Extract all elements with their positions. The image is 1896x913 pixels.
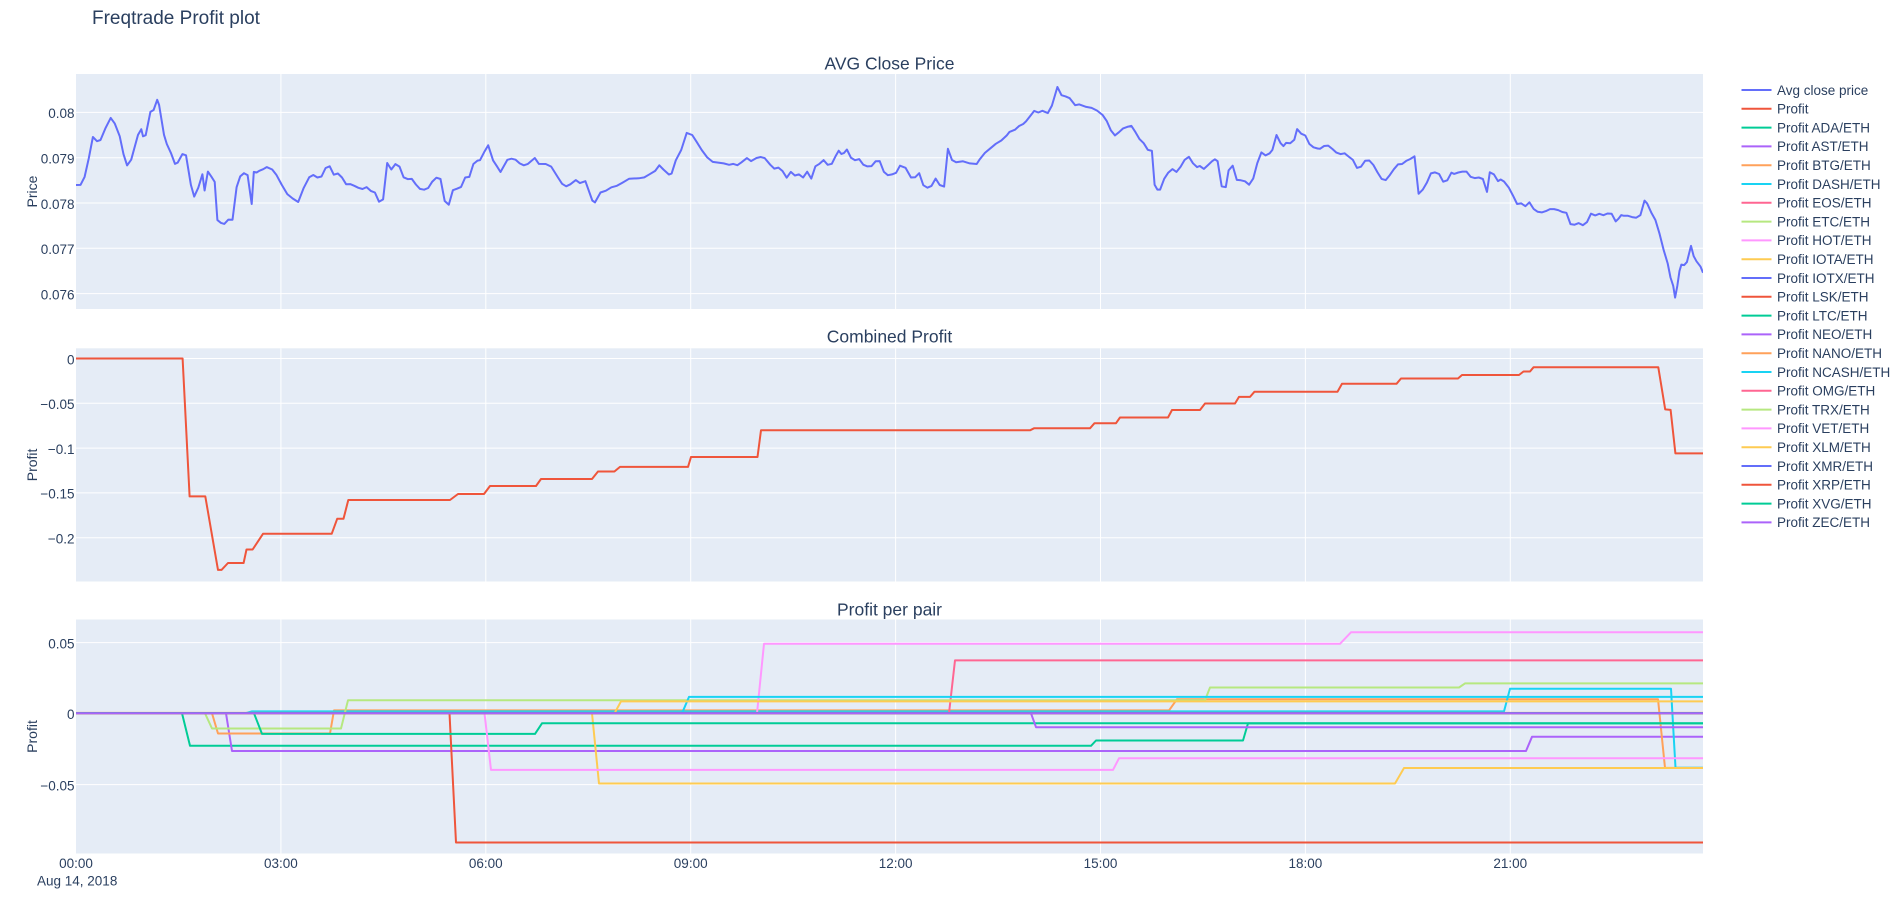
svg-text:Combined Profit: Combined Profit xyxy=(827,326,953,346)
svg-text:Profit XLM/ETH: Profit XLM/ETH xyxy=(1777,440,1871,455)
svg-text:00:00: 00:00 xyxy=(59,856,93,871)
svg-text:Profit EOS/ETH: Profit EOS/ETH xyxy=(1777,196,1872,211)
svg-text:09:00: 09:00 xyxy=(674,856,708,871)
svg-text:Profit AST/ETH: Profit AST/ETH xyxy=(1777,139,1869,154)
svg-text:Profit: Profit xyxy=(24,448,40,481)
svg-text:0.05: 0.05 xyxy=(48,636,74,651)
svg-text:0.076: 0.076 xyxy=(41,287,75,302)
svg-text:−0.1: −0.1 xyxy=(48,442,75,457)
svg-text:0: 0 xyxy=(67,707,75,722)
svg-text:Profit OMG/ETH: Profit OMG/ETH xyxy=(1777,384,1875,399)
svg-text:Aug 14, 2018: Aug 14, 2018 xyxy=(37,874,117,889)
svg-text:Profit HOT/ETH: Profit HOT/ETH xyxy=(1777,233,1872,248)
svg-text:Profit DASH/ETH: Profit DASH/ETH xyxy=(1777,177,1881,192)
svg-text:−0.05: −0.05 xyxy=(40,778,74,793)
svg-text:Profit VET/ETH: Profit VET/ETH xyxy=(1777,421,1869,436)
svg-text:0.079: 0.079 xyxy=(41,152,75,167)
svg-text:12:00: 12:00 xyxy=(879,856,913,871)
svg-text:Profit NANO/ETH: Profit NANO/ETH xyxy=(1777,346,1882,361)
svg-text:Profit: Profit xyxy=(24,720,40,753)
svg-text:Profit: Profit xyxy=(1777,102,1809,117)
svg-text:−0.05: −0.05 xyxy=(40,397,74,412)
svg-text:Profit IOTX/ETH: Profit IOTX/ETH xyxy=(1777,271,1875,286)
svg-text:Profit BTG/ETH: Profit BTG/ETH xyxy=(1777,158,1871,173)
svg-text:AVG Close Price: AVG Close Price xyxy=(825,54,955,74)
svg-text:Profit ZEC/ETH: Profit ZEC/ETH xyxy=(1777,515,1870,530)
svg-text:Profit TRX/ETH: Profit TRX/ETH xyxy=(1777,402,1870,417)
svg-text:Profit NCASH/ETH: Profit NCASH/ETH xyxy=(1777,365,1890,380)
svg-text:Avg close price: Avg close price xyxy=(1777,83,1868,98)
svg-text:Profit XVG/ETH: Profit XVG/ETH xyxy=(1777,496,1872,511)
svg-text:06:00: 06:00 xyxy=(469,856,503,871)
svg-text:0.08: 0.08 xyxy=(48,106,74,121)
svg-text:Profit IOTA/ETH: Profit IOTA/ETH xyxy=(1777,252,1874,267)
svg-text:Profit XMR/ETH: Profit XMR/ETH xyxy=(1777,459,1873,474)
svg-text:Profit ETC/ETH: Profit ETC/ETH xyxy=(1777,214,1870,229)
svg-text:18:00: 18:00 xyxy=(1289,856,1323,871)
svg-text:Profit ADA/ETH: Profit ADA/ETH xyxy=(1777,120,1870,135)
svg-text:0.078: 0.078 xyxy=(41,197,75,212)
svg-text:03:00: 03:00 xyxy=(264,856,298,871)
svg-text:Profit LTC/ETH: Profit LTC/ETH xyxy=(1777,308,1868,323)
svg-text:Price: Price xyxy=(24,175,40,207)
svg-text:21:00: 21:00 xyxy=(1493,856,1527,871)
svg-text:0.077: 0.077 xyxy=(41,242,75,257)
svg-text:Freqtrade Profit plot: Freqtrade Profit plot xyxy=(92,8,261,29)
svg-text:Profit LSK/ETH: Profit LSK/ETH xyxy=(1777,290,1869,305)
svg-text:15:00: 15:00 xyxy=(1084,856,1118,871)
svg-text:Profit per pair: Profit per pair xyxy=(837,599,942,619)
svg-text:0: 0 xyxy=(67,352,75,367)
svg-text:Profit XRP/ETH: Profit XRP/ETH xyxy=(1777,478,1871,493)
svg-text:−0.15: −0.15 xyxy=(40,487,74,502)
svg-text:−0.2: −0.2 xyxy=(48,532,75,547)
svg-text:Profit NEO/ETH: Profit NEO/ETH xyxy=(1777,327,1872,342)
